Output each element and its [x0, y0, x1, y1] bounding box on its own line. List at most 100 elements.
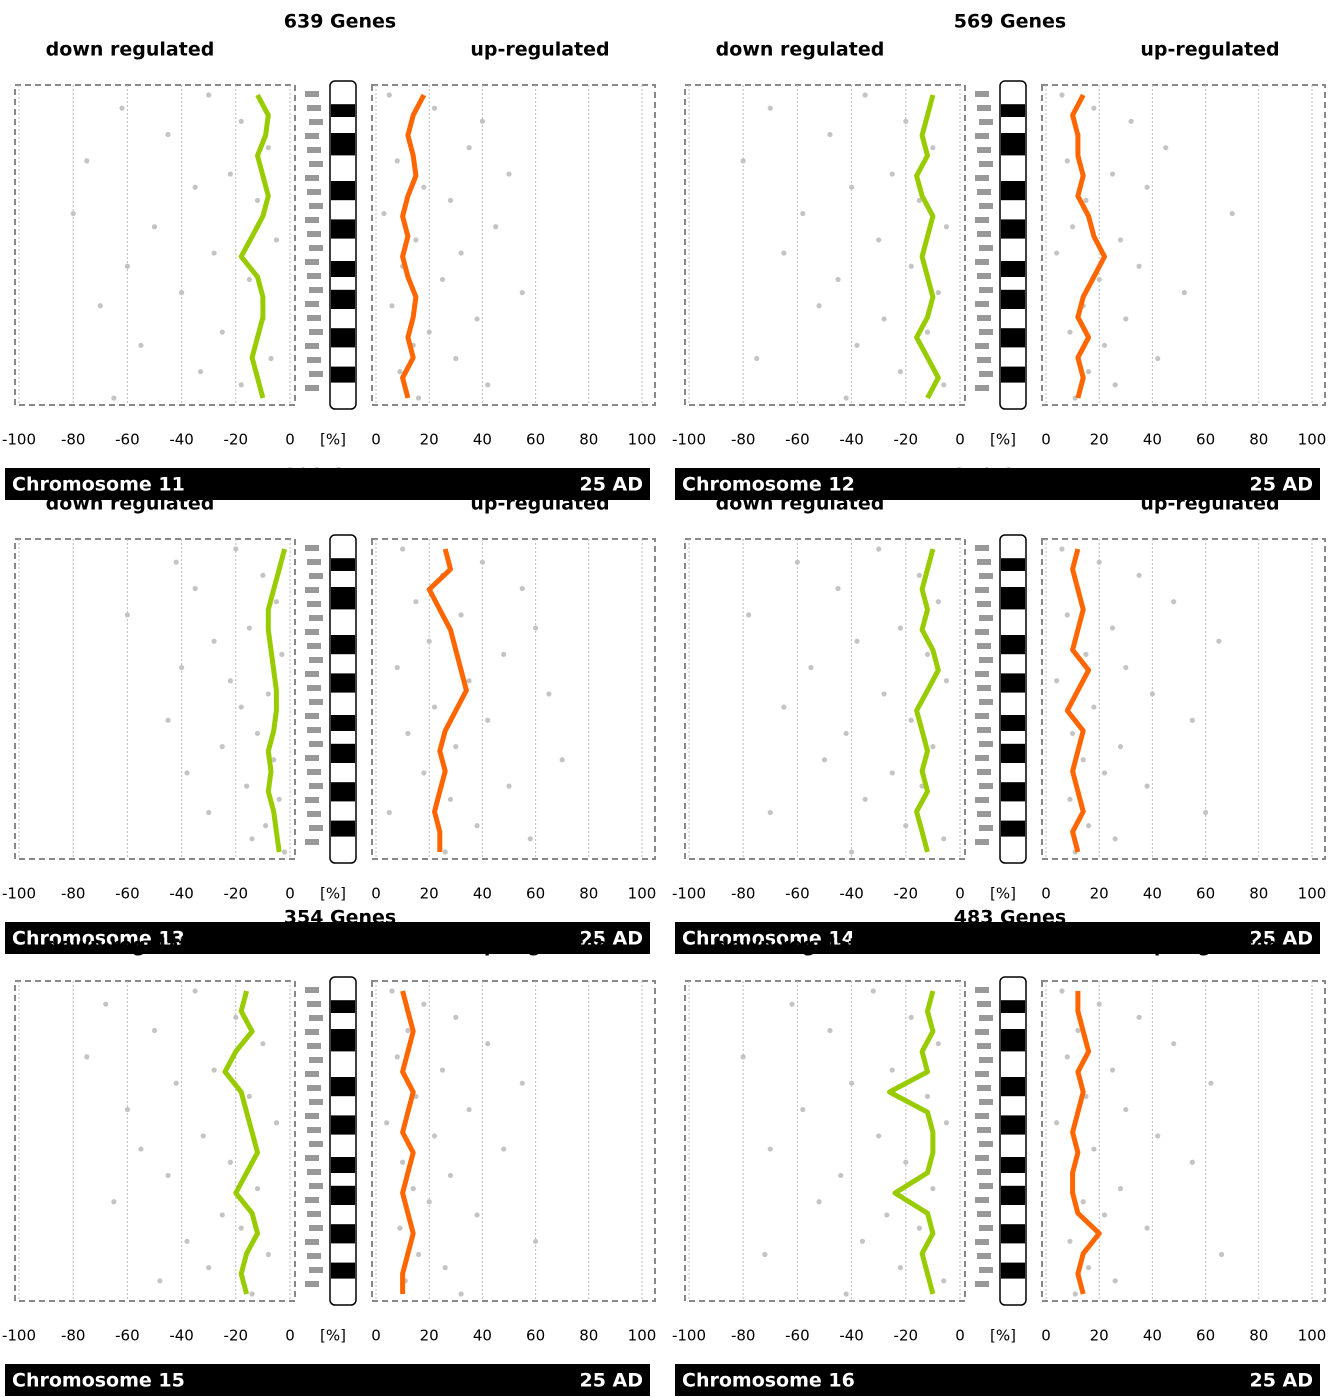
x-tick-label: -80 [61, 1327, 86, 1345]
scatter-point [400, 546, 406, 552]
x-tick-label: 60 [526, 431, 545, 449]
probe-mark [305, 385, 319, 391]
scatter-point [1064, 612, 1070, 618]
probe-mark [305, 987, 319, 993]
panel-title: 639 Genes [284, 11, 396, 33]
probe-mark [305, 839, 319, 845]
x-tick-label: 40 [1143, 431, 1162, 449]
x-tick-label: 0 [1041, 885, 1051, 903]
scatter-point [453, 1014, 459, 1020]
x-tick-label: -60 [785, 1327, 810, 1345]
ideogram-band [331, 219, 355, 239]
plot-frame [14, 84, 296, 406]
x-tick-label: 20 [420, 1327, 439, 1345]
scatter-point [876, 237, 882, 243]
plot-frame [1041, 538, 1326, 860]
probe-mark [305, 587, 319, 593]
scatter-point [233, 546, 239, 552]
chromosome-label: Chromosome 12 [682, 474, 855, 496]
ideogram-band [331, 1029, 355, 1052]
probe-mark [307, 1253, 321, 1259]
panel: 354 Genes down regulated -100 -80 -60 -40 -20 0… [2, 907, 656, 1396]
x-tick-label: -40 [169, 885, 194, 903]
probe-mark [975, 545, 989, 551]
scatter-point [249, 1291, 255, 1297]
probe-mark [979, 329, 993, 335]
ideogram-band [1001, 1157, 1025, 1173]
scatter-point [903, 823, 909, 829]
scatter-point [835, 585, 841, 592]
scatter-point [519, 585, 525, 592]
panel: 639 Genes down regulated -100 -80 -60 -40 -20 0… [2, 11, 657, 500]
scatter-point [260, 572, 266, 578]
scatter-point [405, 730, 411, 737]
ideogram-band [1001, 673, 1025, 693]
scatter-point [439, 1067, 446, 1073]
scatter-point [781, 704, 787, 710]
scatter-point [389, 988, 395, 994]
scatter-point [1112, 382, 1118, 388]
scatter-point [165, 131, 171, 138]
scatter-point [506, 783, 512, 789]
scatter-point [431, 704, 438, 710]
x-tick-label: -100 [672, 431, 706, 449]
scatter-point [458, 250, 464, 256]
scatter-point [1075, 1027, 1081, 1034]
ideogram-band [331, 261, 355, 277]
side-label: down regulated [716, 493, 885, 515]
x-tick-label: 100 [628, 431, 657, 449]
ideogram-band [1001, 587, 1025, 610]
x-tick-label: 0 [1041, 1327, 1051, 1345]
scatter-point [458, 1291, 464, 1297]
x-tick-label: 100 [628, 885, 657, 903]
footer-bar [5, 922, 650, 954]
probe-mark [305, 217, 319, 223]
side-label: up-regulated [470, 493, 609, 515]
probe-mark [979, 161, 993, 167]
probe-mark [977, 727, 991, 733]
probe-mark [309, 699, 323, 705]
probe-mark [979, 119, 993, 125]
scatter-point [816, 1199, 822, 1205]
chromosome-label: Chromosome 15 [12, 1370, 185, 1392]
plot-frame [684, 980, 966, 1302]
probe-mark [307, 769, 321, 775]
scatter-point [111, 395, 117, 401]
scatter-point [254, 730, 261, 737]
probe-mark [305, 1281, 319, 1287]
scatter-point [219, 744, 225, 750]
probe-mark [975, 1071, 989, 1077]
footer-bar [675, 922, 1320, 954]
scatter-point [941, 836, 947, 842]
probe-mark [975, 1029, 989, 1035]
probe-mark [309, 1057, 323, 1063]
x-tick-label: 20 [1090, 1327, 1109, 1345]
footer-bar [675, 468, 1320, 500]
probe-mark [307, 601, 321, 607]
probe-mark [975, 713, 989, 719]
ideogram [329, 976, 357, 1306]
ideogram-band [1001, 289, 1025, 309]
scatter-point [1123, 316, 1129, 322]
plot-frame [684, 538, 966, 860]
probe-mark [307, 1001, 321, 1007]
probe-mark [977, 273, 991, 279]
scatter-point [1189, 717, 1195, 723]
probe-mark [309, 615, 323, 621]
probe-mark [309, 1225, 323, 1231]
scatter-point [1091, 1146, 1097, 1152]
scatter-point [800, 210, 806, 217]
ideogram-band [331, 104, 355, 117]
probe-mark [307, 811, 321, 817]
scatter-point [1123, 1106, 1129, 1113]
probe-mark [979, 825, 993, 831]
panel-title: 370 Genes [954, 465, 1066, 487]
scatter-point [519, 290, 525, 296]
scatter-point [546, 691, 552, 697]
ideogram-band [1001, 782, 1025, 802]
probe-mark [979, 573, 993, 579]
x-tick-label: 80 [1249, 1327, 1268, 1345]
ideogram-band [331, 1115, 355, 1135]
ideogram-band [331, 820, 355, 837]
